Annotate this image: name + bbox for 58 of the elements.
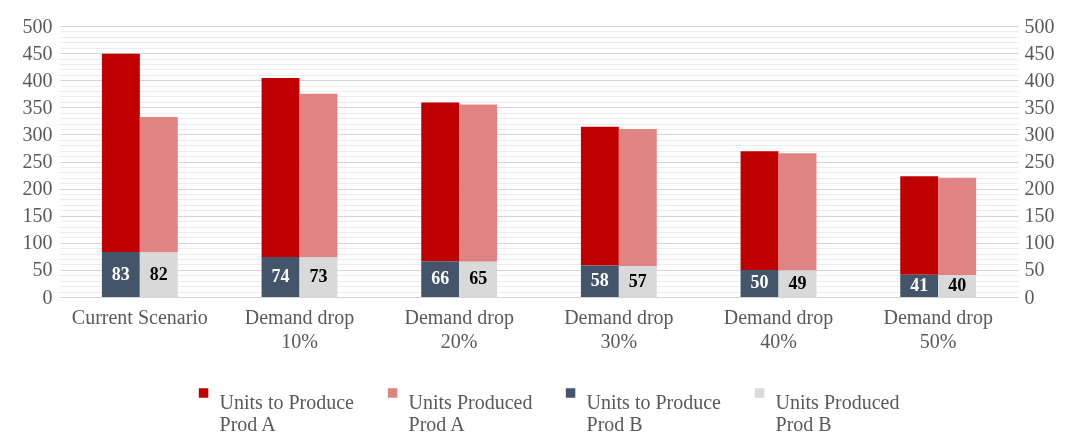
y2-tick-label: 300 — [1024, 122, 1055, 145]
legend-label: Units Produced Prod B — [775, 391, 900, 434]
bar — [261, 256, 300, 297]
data-label: 58 — [590, 270, 609, 291]
y-tick-label: 150 — [22, 204, 53, 227]
bar — [618, 128, 657, 267]
y-tick-label: 50 — [32, 258, 53, 281]
bar — [740, 151, 779, 270]
y2-tick-label: 400 — [1024, 68, 1055, 91]
bar — [580, 126, 619, 266]
bar — [900, 176, 939, 275]
data-label: 66 — [431, 268, 450, 289]
y2-tick-label: 450 — [1024, 41, 1055, 64]
data-label: 65 — [469, 268, 488, 289]
y-tick-label: 250 — [22, 150, 53, 172]
y2-tick-label: 0 — [1024, 285, 1035, 308]
bar — [139, 117, 178, 253]
x-tick-label: Demand drop 10% — [244, 305, 355, 352]
y-tick-label: 0 — [42, 285, 53, 308]
y2-tick-label: 350 — [1024, 95, 1055, 118]
data-label: 40 — [948, 275, 967, 296]
bar — [778, 153, 817, 271]
data-label: 83 — [111, 263, 130, 284]
y2-tick-label: 200 — [1024, 177, 1055, 200]
y-tick-label: 100 — [22, 231, 53, 254]
y-tick-label: 200 — [22, 177, 53, 200]
y-tick-label: 450 — [22, 41, 53, 64]
x-tick-label: Demand drop 40% — [723, 305, 834, 352]
data-label: 49 — [788, 272, 807, 293]
bar — [459, 104, 498, 262]
data-label: 82 — [149, 263, 168, 284]
x-tick-label: Demand drop 30% — [564, 305, 674, 352]
x-tick-label: Demand drop 20% — [404, 305, 514, 352]
y-tick-label: 300 — [22, 122, 53, 145]
y2-tick-label: 150 — [1024, 204, 1055, 227]
x-tick-label: Demand drop 50% — [883, 305, 993, 352]
bar — [938, 177, 977, 276]
bar — [101, 53, 140, 253]
y-tick-label: 350 — [22, 95, 53, 118]
data-label: 50 — [750, 272, 769, 293]
bar — [299, 93, 338, 258]
y-tick-label: 400 — [22, 68, 53, 91]
y-tick-label: 500 — [22, 14, 53, 37]
legend-label: Units to Produce Prod B — [586, 391, 722, 434]
bar — [421, 102, 460, 262]
legend-label: Units to Produce Prod A — [219, 391, 355, 434]
y2-tick-label: 100 — [1024, 231, 1055, 254]
data-label: 73 — [309, 266, 328, 287]
bar — [261, 78, 300, 257]
x-tick-label: Current Scenario — [71, 305, 208, 328]
data-label: 74 — [271, 265, 290, 286]
y2-tick-label: 500 — [1024, 14, 1055, 37]
data-label: 57 — [628, 270, 647, 291]
y2-tick-label: 50 — [1024, 258, 1045, 281]
y2-tick-label: 250 — [1024, 150, 1055, 172]
bar — [101, 252, 140, 297]
legend-label: Units Produced Prod A — [408, 391, 533, 434]
data-label: 41 — [910, 274, 929, 295]
